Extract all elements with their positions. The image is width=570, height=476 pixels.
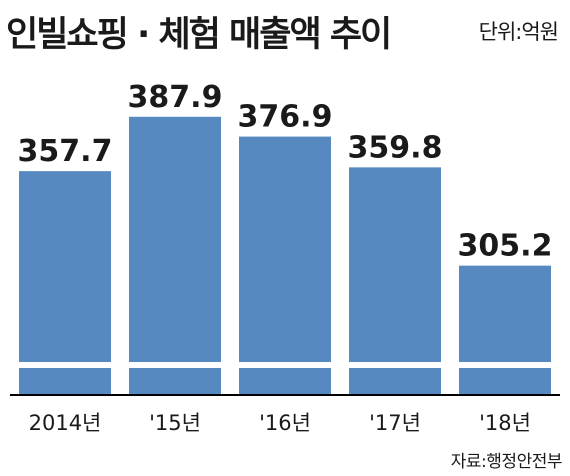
- chart-header: 인빌쇼핑 · 체험 매출액 추이 단위:억원: [6, 2, 564, 60]
- bar-2: [239, 136, 331, 395]
- unit-label: 단위:억원: [478, 20, 559, 44]
- axis-break-gap: [128, 362, 222, 368]
- bar-4: [459, 265, 551, 395]
- value-label: 376.9: [238, 100, 333, 135]
- category-label: '16년: [259, 411, 311, 435]
- chart-title: 인빌쇼핑 · 체험 매출액 추이: [6, 15, 392, 55]
- category-label: '15년: [149, 411, 201, 435]
- bar-0: [19, 171, 111, 395]
- category-label: '17년: [369, 411, 421, 435]
- source-note: 자료:행정안전부: [450, 452, 563, 472]
- value-label: 357.7: [18, 134, 113, 169]
- category-label: '18년: [479, 411, 531, 435]
- axis-break-gap: [348, 362, 442, 368]
- axis-break-gap: [458, 362, 552, 368]
- value-label: 359.8: [348, 130, 443, 165]
- value-label: 305.2: [458, 229, 553, 264]
- axis-break-gap: [18, 362, 112, 368]
- bar-3: [349, 167, 441, 395]
- category-label: 2014년: [29, 411, 102, 435]
- bar-1: [129, 116, 221, 395]
- value-label: 387.9: [128, 80, 223, 115]
- axis-break-gap: [238, 362, 332, 368]
